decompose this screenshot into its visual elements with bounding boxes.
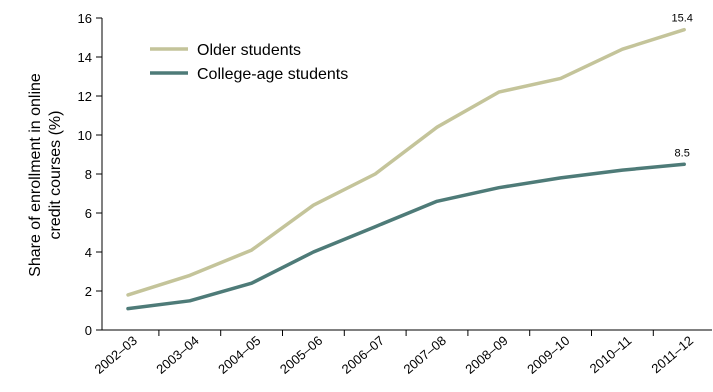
series-line-older-students [126, 27, 686, 297]
y-axis-title-line1: Share of enrollment in online [27, 73, 44, 277]
y-tick-label: 14 [78, 50, 92, 65]
x-tick-label: 2005–06 [277, 333, 325, 377]
y-tick-label: 0 [85, 323, 92, 338]
end-labels: 15.4 8.5 [671, 13, 692, 160]
x-tick-label: 2011–12 [648, 333, 696, 376]
end-label-older-students: 15.4 [671, 13, 692, 25]
x-tick-label: 2006–07 [339, 333, 387, 377]
x-tick-label: 2008–09 [462, 333, 510, 377]
x-ticks: 2002–03 2003–04 2004–05 2005–06 2006–07 2007–… [92, 330, 696, 377]
x-tick-label: 2003–04 [153, 333, 201, 377]
legend: Older students College-age students [150, 42, 348, 83]
y-ticks: 0 2 4 6 8 10 12 14 16 [78, 11, 102, 338]
series-line-college-age-students [126, 162, 686, 311]
x-tick-label: 2004–05 [215, 333, 263, 377]
x-tick-label: 2007–08 [401, 333, 449, 377]
end-label-college-age-students: 8.5 [675, 147, 690, 159]
legend-label-older-students: Older students [197, 42, 301, 59]
x-tick-label: 2009–10 [524, 333, 572, 377]
y-axis-title: Share of enrollment in online credit cou… [27, 73, 64, 277]
y-tick-label: 4 [85, 245, 92, 260]
y-tick-label: 16 [78, 11, 92, 26]
x-tick-label: 2010–11 [587, 333, 635, 376]
y-axis-title-line2: credit courses (%) [47, 111, 64, 240]
y-tick-label: 2 [85, 284, 92, 299]
x-tick-label: 2002–03 [92, 333, 140, 377]
y-tick-label: 8 [85, 167, 92, 182]
y-tick-label: 10 [78, 128, 92, 143]
legend-label-college-age-students: College-age students [197, 66, 348, 83]
y-tick-label: 6 [85, 206, 92, 221]
series-lines [126, 27, 686, 311]
y-tick-label: 12 [78, 89, 92, 104]
